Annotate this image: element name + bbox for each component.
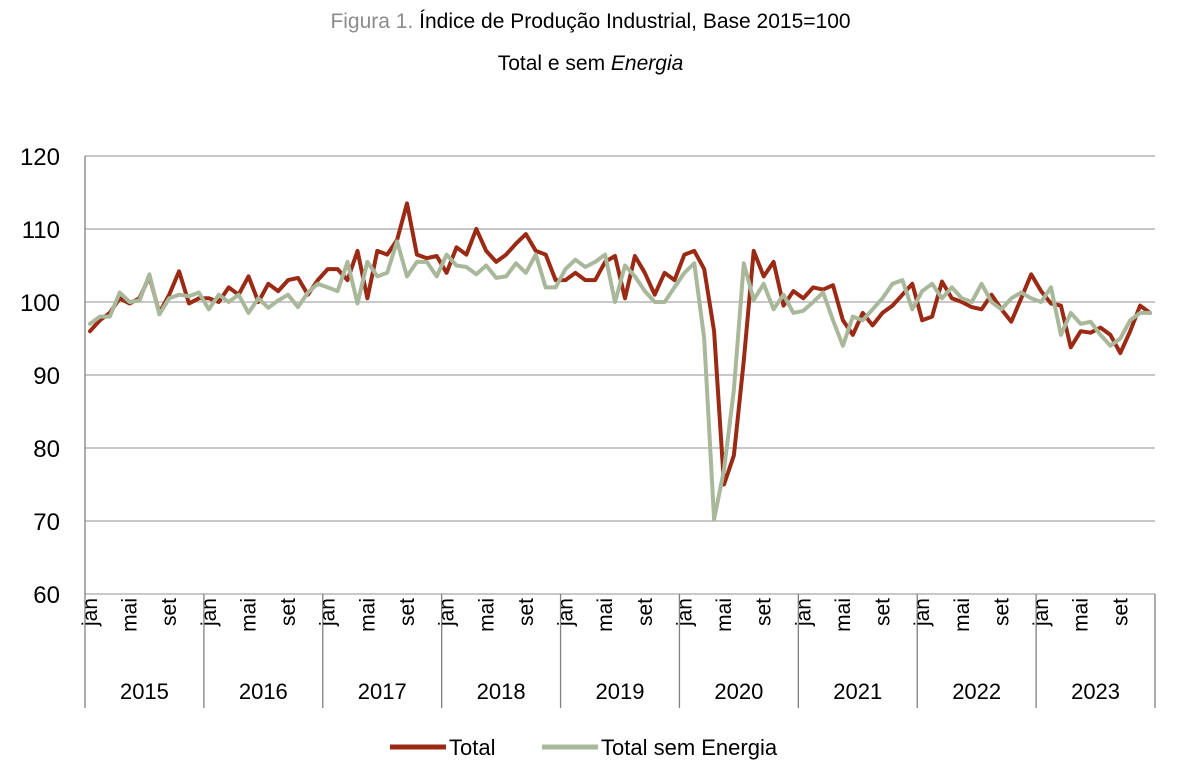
chart-subtitle: Total e sem Energia <box>0 52 1181 76</box>
x-tick-label-jan: jan <box>436 598 459 627</box>
y-tick-label: 110 <box>22 217 60 244</box>
x-tick-label-mai: mai <box>832 598 855 632</box>
x-tick-label-mai: mai <box>1070 598 1093 632</box>
year-label: 2017 <box>358 679 407 704</box>
x-tick-label-set: set <box>634 598 657 626</box>
x-tick-label-mai: mai <box>356 598 379 632</box>
y-tick-label: 60 <box>33 582 60 609</box>
y-tick-label: 90 <box>33 363 60 390</box>
y-tick-label: 70 <box>33 509 60 536</box>
y-tick-label: 80 <box>33 436 60 463</box>
x-tick-label-set: set <box>753 598 776 626</box>
x-tick-label-jan: jan <box>792 598 815 627</box>
year-label: 2015 <box>120 679 169 704</box>
x-tick-label-jan: jan <box>911 598 934 627</box>
x-tick-label-jan: jan <box>673 598 696 627</box>
legend-label-total: Total <box>449 735 495 760</box>
chart-subtitle-italic: Energia <box>610 52 684 75</box>
x-tick-label-jan: jan <box>79 598 102 627</box>
x-tick-label-set: set <box>872 598 895 626</box>
figure-number: Figura 1. <box>330 10 414 33</box>
chart-subtitle-text: Total e sem <box>497 52 611 75</box>
series-line-total <box>88 201 1152 487</box>
year-label: 2019 <box>596 679 645 704</box>
y-tick-label: 120 <box>20 144 60 171</box>
x-tick-label-mai: mai <box>237 598 260 632</box>
year-label: 2022 <box>952 679 1001 704</box>
year-label: 2018 <box>477 679 526 704</box>
legend-label-sem-energia: Total sem Energia <box>601 735 778 760</box>
x-tick-label-jan: jan <box>1030 598 1053 627</box>
year-label: 2021 <box>833 679 882 704</box>
x-tick-label-set: set <box>396 598 419 626</box>
year-label: 2023 <box>1071 679 1120 704</box>
x-tick-label-set: set <box>158 598 181 626</box>
series-line-sem-energia <box>88 239 1152 522</box>
x-tick-label-set: set <box>1109 598 1132 626</box>
year-label: 2020 <box>714 679 763 704</box>
x-tick-label-mai: mai <box>713 598 736 632</box>
chart-title-text: Índice de Produção Industrial, Base 2015… <box>419 10 851 33</box>
x-tick-label-mai: mai <box>594 598 617 632</box>
x-tick-label-set: set <box>515 598 538 626</box>
x-tick-label-set: set <box>277 598 300 626</box>
x-tick-label-jan: jan <box>555 598 578 627</box>
x-tick-label-mai: mai <box>119 598 142 632</box>
y-tick-label: 100 <box>20 290 60 317</box>
x-tick-label-jan: jan <box>198 598 221 627</box>
x-tick-label-jan: jan <box>317 598 340 627</box>
x-tick-label-mai: mai <box>951 598 974 632</box>
chart-title: Figura 1. Índice de Produção Industrial,… <box>0 10 1181 34</box>
year-label: 2016 <box>239 679 288 704</box>
x-tick-label-set: set <box>990 598 1013 626</box>
x-tick-label-mai: mai <box>475 598 498 632</box>
